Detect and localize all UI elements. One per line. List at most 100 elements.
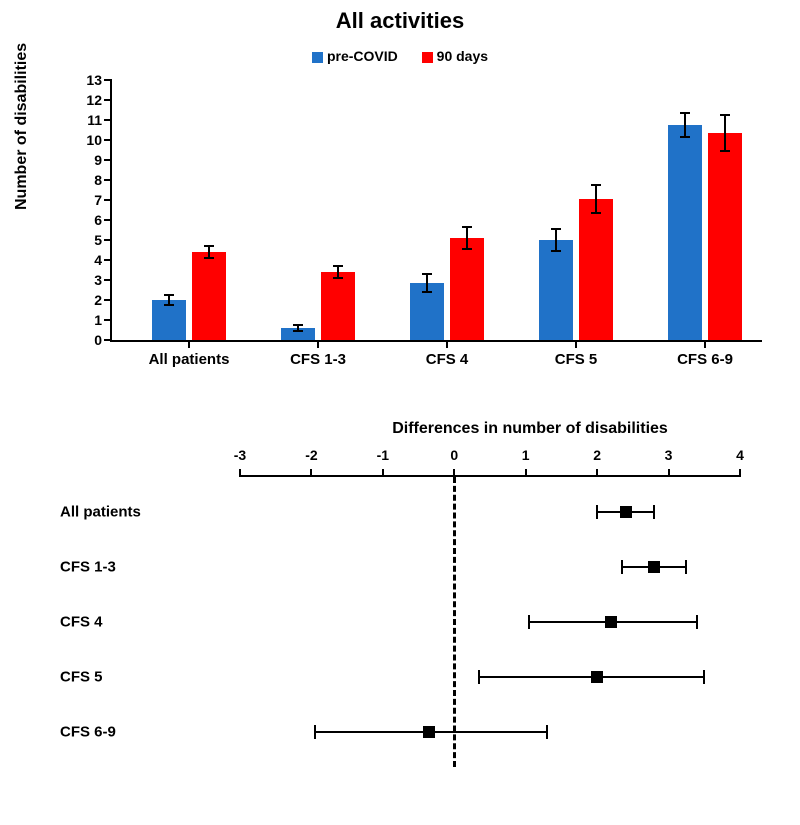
error-cap — [551, 228, 561, 230]
top-chart-yticklabel: 10 — [78, 132, 102, 148]
error-bar — [684, 113, 686, 137]
ci-cap — [685, 560, 687, 574]
bottom-chart-xtick — [525, 469, 527, 477]
top-chart-xtick — [446, 340, 448, 348]
bottom-chart-xticklabel: 3 — [665, 447, 673, 463]
top-chart-ytick — [104, 239, 112, 241]
error-cap — [164, 294, 174, 296]
bar-post — [708, 133, 742, 340]
bar-post — [321, 272, 355, 340]
bottom-chart-xticklabel: -3 — [234, 447, 246, 463]
top-chart-ytick — [104, 159, 112, 161]
forest-row-label: CFS 6-9 — [60, 724, 230, 741]
bottom-chart-plot: -3-2-101234All patientsCFS 1-3CFS 4CFS 5… — [240, 475, 740, 767]
error-cap — [680, 136, 690, 138]
top-chart-xtick — [704, 340, 706, 348]
top-chart-yticklabel: 1 — [78, 312, 102, 328]
bottom-chart-xtick — [310, 469, 312, 477]
figure: All activities pre-COVID 90 days Number … — [0, 0, 800, 825]
error-cap — [551, 250, 561, 252]
forest-point — [591, 671, 603, 683]
bottom-chart-xticklabel: -2 — [305, 447, 317, 463]
forest-row-label: CFS 5 — [60, 669, 230, 686]
legend-label-pre: pre-COVID — [327, 48, 398, 64]
error-cap — [462, 248, 472, 250]
top-chart-ytick — [104, 79, 112, 81]
bottom-chart-xticklabel: 1 — [522, 447, 530, 463]
top-chart-yticklabel: 3 — [78, 272, 102, 288]
top-chart-plot: 012345678910111213All patientsCFS 1-3CFS… — [110, 80, 762, 342]
top-chart-yticklabel: 2 — [78, 292, 102, 308]
top-chart-ytick — [104, 199, 112, 201]
ci-cap — [314, 725, 316, 739]
top-chart-yticklabel: 5 — [78, 232, 102, 248]
top-chart-xlabel: CFS 4 — [426, 351, 469, 368]
bottom-chart-xtitle: Differences in number of disabilities — [180, 420, 800, 438]
top-chart-ytick — [104, 139, 112, 141]
error-cap — [422, 273, 432, 275]
top-chart-ytick — [104, 179, 112, 181]
legend-item-pre: pre-COVID — [312, 48, 398, 64]
ci-cap — [696, 615, 698, 629]
top-chart-yticklabel: 8 — [78, 172, 102, 188]
top-chart-ylabel: Number of disabilities — [13, 43, 31, 210]
bottom-chart-xticklabel: 4 — [736, 447, 744, 463]
top-chart-xlabel: All patients — [149, 351, 230, 368]
error-cap — [333, 277, 343, 279]
bottom-chart-xtick — [453, 469, 455, 477]
error-bar — [595, 185, 597, 213]
bar-post — [192, 252, 226, 340]
forest-point — [620, 506, 632, 518]
bottom-chart-xticklabel: 2 — [593, 447, 601, 463]
top-chart: Number of disabilities 01234567891011121… — [60, 80, 760, 370]
top-chart-ytick — [104, 279, 112, 281]
forest-row-label: All patients — [60, 504, 230, 521]
top-chart-yticklabel: 0 — [78, 332, 102, 348]
ci-cap — [478, 670, 480, 684]
legend-swatch-post — [422, 52, 433, 63]
error-cap — [164, 304, 174, 306]
top-chart-yticklabel: 6 — [78, 212, 102, 228]
top-chart-yticklabel: 11 — [78, 112, 102, 128]
error-cap — [422, 291, 432, 293]
bottom-chart-xticklabel: -1 — [377, 447, 389, 463]
legend-swatch-pre — [312, 52, 323, 63]
top-chart-yticklabel: 9 — [78, 152, 102, 168]
bottom-chart-xticklabel: 0 — [450, 447, 458, 463]
bar-pre — [539, 240, 573, 340]
legend: pre-COVID 90 days — [0, 48, 800, 64]
ci-cap — [621, 560, 623, 574]
top-chart-xlabel: CFS 6-9 — [677, 351, 733, 368]
forest-row-label: CFS 4 — [60, 614, 230, 631]
top-chart-yticklabel: 12 — [78, 92, 102, 108]
bar-post — [579, 199, 613, 340]
error-cap — [204, 245, 214, 247]
bottom-chart-xtick — [239, 469, 241, 477]
bar-pre — [668, 125, 702, 340]
top-chart-ytick — [104, 299, 112, 301]
ci-cap — [528, 615, 530, 629]
zero-reference-line — [453, 477, 456, 767]
top-chart-yticklabel: 4 — [78, 252, 102, 268]
top-chart-yticklabel: 13 — [78, 72, 102, 88]
error-cap — [333, 265, 343, 267]
error-cap — [462, 226, 472, 228]
error-bar — [426, 274, 428, 292]
forest-point — [605, 616, 617, 628]
top-chart-yticklabel: 7 — [78, 192, 102, 208]
bottom-chart-xtick — [596, 469, 598, 477]
bottom-chart: Differences in number of disabilities -3… — [60, 420, 760, 800]
forest-point — [648, 561, 660, 573]
page-title: All activities — [0, 8, 800, 34]
legend-item-post: 90 days — [422, 48, 488, 64]
top-chart-xlabel: CFS 1-3 — [290, 351, 346, 368]
error-bar — [466, 227, 468, 249]
legend-label-post: 90 days — [437, 48, 488, 64]
ci-cap — [596, 505, 598, 519]
ci-cap — [546, 725, 548, 739]
bar-post — [450, 238, 484, 340]
bottom-chart-xtick — [739, 469, 741, 477]
top-chart-ytick — [104, 339, 112, 341]
ci-cap — [703, 670, 705, 684]
bar-pre — [152, 300, 186, 340]
